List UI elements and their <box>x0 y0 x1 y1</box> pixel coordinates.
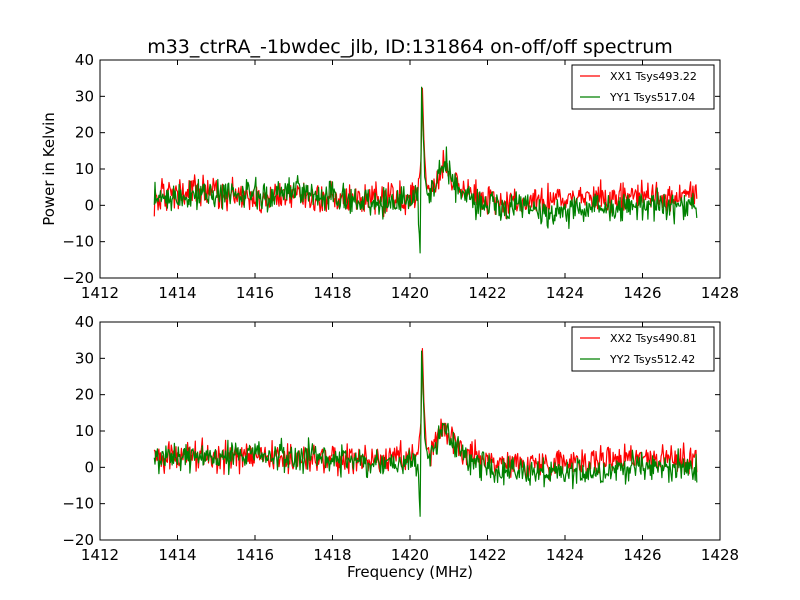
y-tick-label: 30 <box>75 87 94 105</box>
y-tick-label: −10 <box>62 233 94 251</box>
legend-label: YY2 Tsys512.42 <box>609 353 695 366</box>
x-tick-label: 1414 <box>158 284 196 302</box>
x-tick-label: 1422 <box>468 546 506 564</box>
x-tick-label: 1424 <box>546 546 584 564</box>
y-tick-label: 20 <box>75 124 94 142</box>
x-tick-label: 1424 <box>546 284 584 302</box>
x-axis-label: Frequency (MHz) <box>347 563 473 581</box>
figure-title: m33_ctrRA_-1bwdec_jlb, ID:131864 on-off/… <box>147 36 673 58</box>
x-tick-label: 1418 <box>313 546 351 564</box>
y-tick-label: 40 <box>75 51 94 69</box>
x-tick-label: 1418 <box>313 284 351 302</box>
x-tick-label: 1412 <box>81 284 119 302</box>
y-axis-label: Power in Kelvin <box>40 112 58 226</box>
y-tick-label: 40 <box>75 313 94 331</box>
series-line-yy <box>153 350 698 517</box>
x-tick-label: 1426 <box>623 546 661 564</box>
y-tick-label: −20 <box>62 531 94 549</box>
legend-label: YY1 Tsys517.04 <box>609 91 695 104</box>
x-tick-label: 1422 <box>468 284 506 302</box>
x-tick-label: 1412 <box>81 546 119 564</box>
x-tick-label: 1416 <box>236 284 274 302</box>
y-tick-label: 30 <box>75 349 94 367</box>
y-tick-label: −10 <box>62 495 94 513</box>
legend-box <box>571 326 715 372</box>
x-tick-label: 1428 <box>701 284 739 302</box>
legend-box <box>571 64 715 110</box>
x-tick-label: 1416 <box>236 546 274 564</box>
series-line-yy <box>153 86 698 254</box>
x-tick-label: 1414 <box>158 546 196 564</box>
y-tick-label: 20 <box>75 386 94 404</box>
legend: XX1 Tsys493.22 YY1 Tsys517.04 <box>571 64 715 110</box>
legend: XX2 Tsys490.81 YY2 Tsys512.42 <box>571 326 715 372</box>
legend-label: XX1 Tsys493.22 <box>610 70 697 83</box>
x-tick-label: 1420 <box>391 284 429 302</box>
x-tick-label: 1420 <box>391 546 429 564</box>
x-tick-label: 1428 <box>701 546 739 564</box>
y-tick-label: 10 <box>75 422 94 440</box>
y-tick-label: −20 <box>62 269 94 287</box>
y-tick-label: 10 <box>75 160 94 178</box>
top-panel: 1412 1414 1416 1418 1420 1422 1424 1426 1428 −20 −… <box>62 51 739 302</box>
x-tick-label: 1426 <box>623 284 661 302</box>
series-line-xx <box>153 348 698 481</box>
y-tick-label: 0 <box>84 458 94 476</box>
bottom-panel: 1412 1414 1416 1418 1420 1422 1424 1426 1428 −20 −… <box>62 313 739 564</box>
legend-label: XX2 Tsys490.81 <box>610 332 697 345</box>
y-tick-label: 0 <box>84 196 94 214</box>
